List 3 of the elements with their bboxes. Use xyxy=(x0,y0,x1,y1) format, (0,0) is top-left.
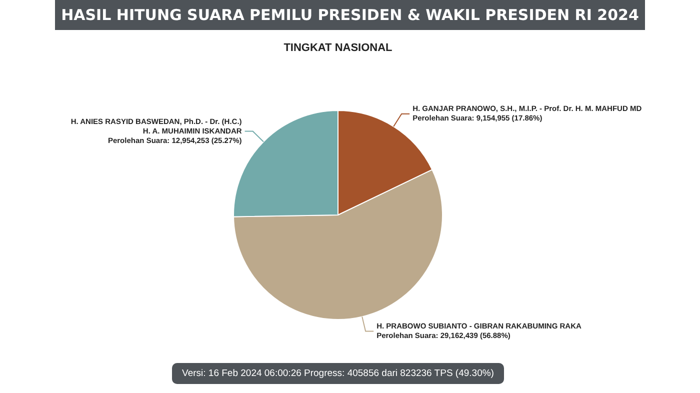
text: Versi: 16 Feb 2024 06:00:26 Progress: 405856 dari 823236 TPS (49.30%) xyxy=(172,363,504,384)
chart-subtitle: TINGKAT NASIONAL xyxy=(282,42,394,54)
chart-title: HASIL HITUNG SUARA PEMILU PRESIDEN & WAKIL PRESIDEN RI 2024 xyxy=(55,0,645,30)
